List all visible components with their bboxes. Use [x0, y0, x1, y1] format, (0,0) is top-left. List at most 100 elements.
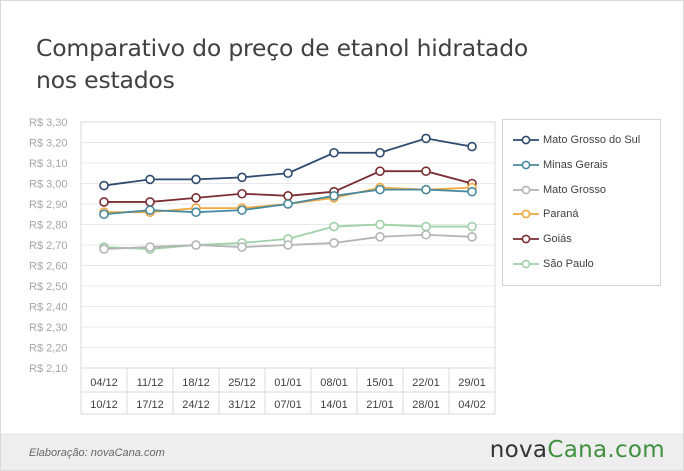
- data-point: [467, 232, 477, 242]
- y-tick-label: R$ 2,20: [29, 343, 68, 355]
- data-point: [191, 207, 201, 217]
- data-point: [283, 191, 293, 201]
- data-point: [283, 168, 293, 179]
- data-point: [237, 188, 247, 199]
- data-point: [283, 199, 293, 209]
- y-tick-label: R$ 2,40: [29, 302, 68, 314]
- data-point: [191, 240, 201, 250]
- x-tick-label: 24/12: [182, 399, 210, 411]
- y-tick-label: R$ 2,50: [29, 281, 68, 293]
- legend-marker: [513, 259, 539, 269]
- data-point: [421, 133, 431, 144]
- data-point: [467, 141, 477, 152]
- x-tick-label: 28/01: [412, 399, 440, 411]
- data-point: [145, 197, 155, 207]
- data-point: [237, 172, 247, 183]
- y-tick-label: R$ 3,20: [29, 138, 68, 150]
- data-point: [191, 174, 201, 185]
- legend-marker: [513, 135, 539, 145]
- title-line-1: Comparativo do preço de etanol hidratado: [36, 34, 529, 62]
- chart-title: Comparativo do preço de etanol hidratado…: [36, 32, 636, 96]
- series-minas-gerais: [99, 184, 477, 220]
- x-tick-label: 01/01: [274, 377, 302, 389]
- data-point: [467, 186, 477, 197]
- data-point: [329, 238, 339, 248]
- y-tick-label: R$ 3,30: [29, 117, 68, 129]
- data-point: [191, 193, 201, 203]
- data-point: [329, 147, 339, 158]
- x-tick-label: 15/01: [366, 377, 394, 389]
- data-point: [421, 166, 431, 176]
- legend-marker: [513, 185, 539, 194]
- series-line: [103, 137, 473, 187]
- data-point: [375, 147, 385, 158]
- x-tick-label: 22/01: [412, 377, 440, 389]
- y-tick-label: R$ 3,00: [29, 179, 68, 191]
- legend-label: Mato Grosso: [543, 183, 606, 196]
- data-point: [421, 229, 431, 240]
- x-tick-label: 08/01: [320, 377, 348, 389]
- legend-marker: [513, 160, 539, 170]
- data-point: [329, 191, 339, 201]
- legend-dot: [521, 135, 531, 145]
- x-tick-label: 25/12: [228, 377, 256, 389]
- x-tick-label: 04/12: [90, 377, 118, 389]
- data-point: [145, 242, 155, 252]
- x-tick-label: 17/12: [136, 399, 164, 411]
- y-tick-label: R$ 2,90: [29, 199, 68, 211]
- legend-dot: [521, 160, 531, 170]
- x-tick-label: 31/12: [228, 399, 256, 411]
- logo-text-2: Cana.com: [547, 437, 665, 463]
- y-tick-label: R$ 2,60: [29, 261, 68, 273]
- y-tick-label: R$ 2,80: [29, 220, 68, 232]
- legend-dot: [521, 209, 531, 219]
- data-point: [375, 166, 385, 176]
- data-point: [99, 209, 109, 220]
- logo-text-1: nova: [489, 437, 548, 463]
- x-tick-label: 04/02: [458, 399, 486, 411]
- legend-label: São Paulo: [543, 258, 594, 270]
- data-point: [467, 221, 477, 232]
- data-point: [329, 221, 339, 232]
- data-point: [421, 221, 431, 232]
- title-line-2: nos estados: [36, 66, 175, 94]
- x-tick-label: 29/01: [458, 377, 486, 389]
- legend-label: Mato Grosso do Sul: [543, 134, 641, 146]
- data-point: [375, 219, 385, 230]
- legend-dot: [521, 234, 531, 244]
- plot-area: [80, 121, 496, 369]
- y-tick-label: R$ 2,70: [29, 240, 68, 252]
- chart-legend: Mato Grosso do Sul Minas Gerais Mato Gross…: [502, 119, 661, 286]
- x-tick-label: 07/01: [274, 399, 302, 411]
- footer-bar: [1, 433, 683, 470]
- data-point: [375, 232, 385, 242]
- legend-dot: [521, 259, 531, 269]
- y-tick-label: R$ 2,10: [29, 363, 68, 375]
- legend-marker: [513, 209, 539, 219]
- y-tick-label: R$ 2,30: [29, 322, 68, 334]
- data-point: [99, 244, 109, 254]
- legend-dot: [521, 185, 531, 194]
- data-point: [421, 184, 431, 195]
- data-point: [145, 205, 155, 215]
- x-tick-label: 18/12: [182, 377, 210, 389]
- y-tick-label: R$ 3,10: [29, 158, 68, 170]
- data-point: [283, 240, 293, 250]
- data-point: [99, 197, 109, 207]
- x-tick-label: 21/01: [366, 399, 394, 411]
- series-mato-grosso: [99, 229, 477, 254]
- data-point: [99, 180, 109, 191]
- novacana-logo: novaCana.com: [490, 437, 665, 463]
- data-point: [237, 242, 247, 252]
- series-mato-grosso-do-sul: [99, 133, 477, 191]
- x-tick-label: 14/01: [320, 399, 348, 411]
- legend-label: Paraná: [543, 208, 579, 221]
- legend-marker: [513, 234, 539, 244]
- x-tick-label: 11/12: [137, 377, 164, 389]
- data-point: [237, 205, 247, 215]
- footer-credit: Elaboração: novaCana.com: [29, 447, 165, 459]
- legend-label: Goiás: [543, 233, 572, 246]
- x-tick-label: 10/12: [90, 399, 118, 411]
